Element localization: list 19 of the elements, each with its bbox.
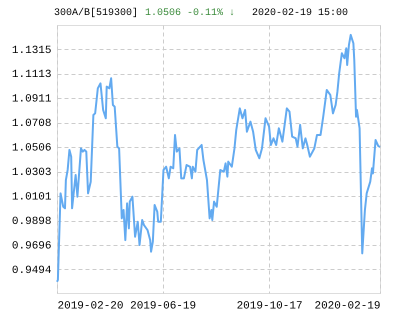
y-tick-label: 1.1113 <box>12 69 52 82</box>
x-tick-label: 2019-06-19 <box>130 300 196 312</box>
y-tick-label: 1.0708 <box>12 118 52 130</box>
line-series <box>56 34 381 283</box>
x-tick-label: 2019-10-17 <box>236 300 303 312</box>
y-tick-label: 0.9898 <box>12 216 52 228</box>
chart-title: 300A/B[519300] <box>54 7 138 19</box>
y-tick-label: 1.0506 <box>12 142 52 155</box>
y-tick-label: 1.1315 <box>12 44 52 57</box>
text: -0.11% ↓ <box>187 8 236 19</box>
y-tick-label: 1.0101 <box>12 191 52 204</box>
text: 2020-02-19 15:00 <box>252 8 348 19</box>
x-tick-label: 2019-02-20 <box>58 300 124 312</box>
y-tick-label: 1.0911 <box>12 94 52 106</box>
y-tick-label: 0.9696 <box>12 240 52 252</box>
y-tick-label: 0.9494 <box>12 264 52 277</box>
x-tick-label: 2020-02-19 <box>314 300 380 312</box>
text: 1.0506 <box>145 8 182 19</box>
y-tick-label: 1.0303 <box>12 167 52 180</box>
